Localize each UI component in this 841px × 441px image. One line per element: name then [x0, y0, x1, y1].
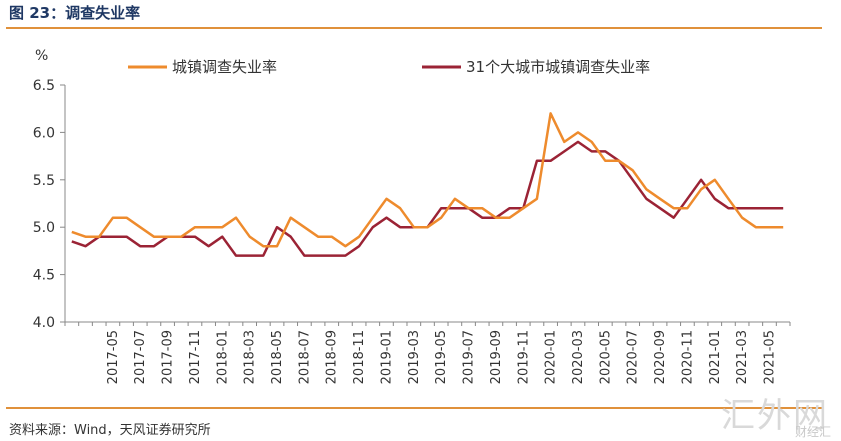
- top-rule: [6, 27, 822, 29]
- y-tick-label: 6.5: [33, 78, 55, 94]
- x-tick-label: 2021-01: [708, 330, 723, 384]
- y-tick-label: 5.5: [33, 173, 55, 189]
- x-tick-label: 2020-11: [680, 330, 695, 384]
- x-tick-label: 2019-07: [462, 330, 477, 384]
- x-tick-label: 2019-03: [407, 330, 422, 384]
- x-tick-label: 2021-05: [762, 330, 777, 384]
- x-tick-label: 2019-11: [516, 330, 531, 384]
- x-tick-label: 2019-01: [379, 330, 394, 384]
- series-line-1: [71, 112, 784, 248]
- x-axis: 2017-05 2017-07 2017-09 2017-11 2018-01 2018-…: [64, 321, 791, 384]
- x-tick-label: 2017-09: [161, 330, 176, 384]
- series-line-2: [71, 140, 784, 257]
- legend: 城镇调查失业率 31个大城市城镇调查失业率: [128, 58, 650, 76]
- x-tick-label: 2018-09: [325, 330, 340, 384]
- x-tick-label: 2018-11: [352, 330, 367, 384]
- source-note: 资料来源：Wind，天风证券研究所: [9, 423, 211, 438]
- x-tick-label: 2019-05: [434, 330, 449, 384]
- legend-label-series2: 31个大城市城镇调查失业率: [466, 58, 650, 76]
- y-tick-label: 5.0: [33, 220, 55, 236]
- x-tick-label: 2019-09: [489, 330, 504, 384]
- x-tick-label: 2020-09: [653, 330, 668, 384]
- x-tick-label: 2018-05: [270, 330, 285, 384]
- figure-title: 图 23：调查失业率: [9, 4, 141, 22]
- series-lines: [71, 112, 784, 257]
- x-tick-label: 2020-03: [571, 330, 586, 384]
- y-tick-label: 4.5: [33, 268, 55, 284]
- legend-label-series1: 城镇调查失业率: [172, 58, 277, 76]
- x-tick-label: 2018-01: [215, 330, 230, 384]
- x-tick-label: 2018-07: [297, 330, 312, 384]
- x-tick-label: 2020-05: [598, 330, 613, 384]
- x-tick-label: 2020-01: [544, 330, 559, 384]
- y-axis-unit-label: %: [35, 48, 48, 64]
- x-tick-label: 2017-07: [133, 330, 148, 384]
- x-tick-label: 2020-07: [626, 330, 641, 384]
- y-tick-label: 4.0: [33, 315, 55, 331]
- watermark-logo: 汇外网: [721, 396, 829, 436]
- bottom-rule: [6, 407, 822, 409]
- y-axis: 4.0 4.5 5.0 5.5 6.0 6.5: [33, 78, 66, 331]
- x-tick-label: 2018-03: [243, 330, 258, 384]
- x-tick-label: 2021-03: [735, 330, 750, 384]
- x-tick-label: 2017-05: [106, 330, 121, 384]
- y-tick-label: 6.0: [33, 125, 55, 141]
- watermark-subtext: 财经汇: [794, 425, 831, 439]
- x-tick-label: 2017-11: [188, 330, 203, 384]
